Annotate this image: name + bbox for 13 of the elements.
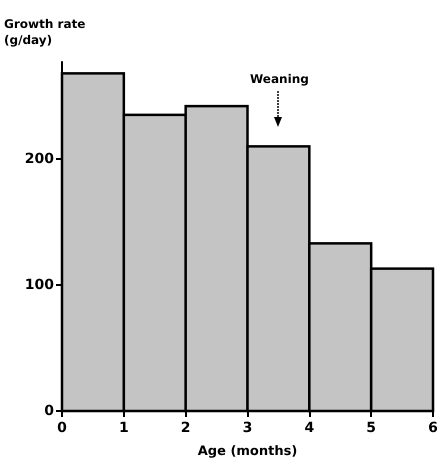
x-axis-title: Age (months)	[198, 444, 298, 459]
x-tick-label: 3	[242, 420, 252, 436]
y-tick-label: 0	[44, 403, 54, 419]
y-tick-label: 100	[24, 277, 54, 294]
x-tick-label: 6	[428, 420, 438, 436]
x-tick-label: 1	[118, 420, 129, 436]
x-tick-label: 2	[180, 420, 191, 436]
y-axis-title: Growth rate (g/day)	[4, 17, 86, 47]
x-tick-label: 4	[304, 420, 314, 436]
y-tick-label: 200	[24, 151, 54, 168]
x-tick-label: 0	[57, 420, 68, 436]
x-tick-label: 5	[366, 420, 376, 436]
annotation: Weaning	[250, 72, 309, 86]
